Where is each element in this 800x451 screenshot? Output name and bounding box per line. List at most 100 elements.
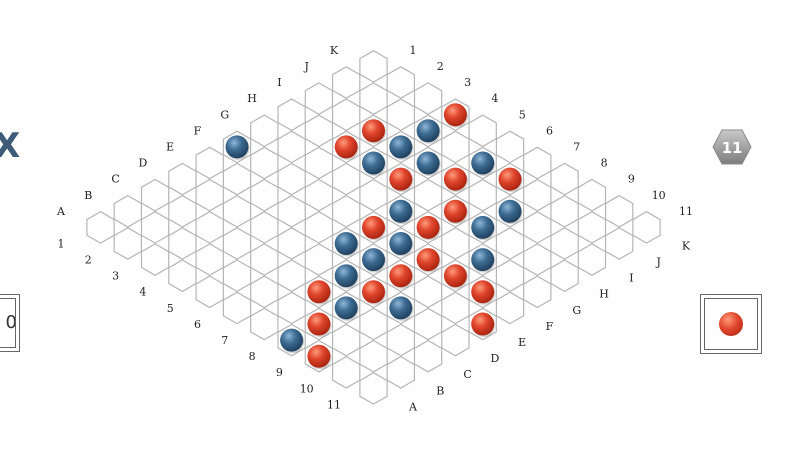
hex-cell-F2[interactable] bbox=[250, 146, 279, 180]
hex-cell-A6[interactable] bbox=[222, 291, 252, 325]
hex-cell-K7[interactable] bbox=[523, 146, 552, 180]
hex-cell-K2[interactable] bbox=[386, 66, 415, 99]
hex-cell-E3[interactable] bbox=[250, 178, 279, 212]
hex-cell-B9[interactable] bbox=[332, 323, 361, 357]
hex-cell-F5[interactable] bbox=[332, 194, 361, 228]
hex-cell-D6[interactable] bbox=[304, 243, 334, 276]
hex-cell-C3[interactable] bbox=[195, 211, 224, 244]
hex-cell-B10[interactable] bbox=[359, 339, 388, 373]
hex-cell-I11[interactable] bbox=[577, 243, 607, 276]
hex-cell-B6[interactable] bbox=[250, 275, 279, 309]
hex-cell-H9[interactable] bbox=[495, 227, 525, 260]
hex-cell-H6[interactable] bbox=[413, 178, 443, 212]
hex-cell-C11[interactable] bbox=[413, 339, 443, 373]
hex-cell-C4[interactable] bbox=[222, 227, 252, 260]
hex-cell-I9[interactable] bbox=[523, 211, 552, 244]
hex-cell-I10[interactable] bbox=[550, 227, 579, 260]
hex-cell-A5[interactable] bbox=[195, 275, 224, 309]
hex-cell-D1[interactable] bbox=[168, 162, 197, 196]
hex-cell-K8[interactable] bbox=[550, 162, 579, 196]
hex-cell-H10[interactable] bbox=[523, 243, 552, 276]
hex-cell-D2[interactable] bbox=[195, 178, 224, 212]
hex-cell-A10[interactable] bbox=[332, 355, 361, 389]
hex-cell-D10[interactable] bbox=[413, 307, 443, 341]
hex-cell-J2[interactable] bbox=[359, 82, 388, 115]
hex-cell-H2[interactable] bbox=[304, 114, 334, 148]
hex-cell-J5[interactable] bbox=[441, 130, 470, 164]
stones bbox=[225, 103, 523, 370]
hex-cell-G3[interactable] bbox=[304, 146, 334, 180]
hex-cell-G10[interactable] bbox=[495, 259, 525, 293]
hex-cell-F11[interactable] bbox=[495, 291, 525, 325]
hex-cell-B2[interactable] bbox=[140, 211, 170, 244]
left-player-panel: 0 bbox=[0, 294, 20, 352]
hex-cell-A7[interactable] bbox=[250, 307, 279, 341]
board-size-label: 11 bbox=[722, 139, 743, 157]
row-label-right: 8 bbox=[601, 157, 608, 170]
hex-cell-J1[interactable] bbox=[332, 66, 361, 99]
hex-cell-I1[interactable] bbox=[304, 82, 334, 115]
hex-cell-H1[interactable] bbox=[277, 98, 306, 132]
hex-cell-C10[interactable] bbox=[386, 323, 415, 357]
hex-cell-J9[interactable] bbox=[550, 194, 579, 228]
hex-cell-G2[interactable] bbox=[277, 130, 306, 164]
red-stone-F6 bbox=[362, 215, 385, 239]
hex-cell-J8[interactable] bbox=[523, 178, 552, 212]
hex-cell-A3[interactable] bbox=[140, 243, 170, 276]
hex-cell-B11[interactable] bbox=[386, 355, 415, 389]
hex-cell-B3[interactable] bbox=[168, 227, 197, 260]
hex-cell-K10[interactable] bbox=[604, 194, 634, 228]
hex-cell-G4[interactable] bbox=[332, 162, 361, 196]
row-label-right: 9 bbox=[628, 173, 635, 186]
hex-cell-K5[interactable] bbox=[468, 114, 497, 148]
hex-cell-C9[interactable] bbox=[359, 307, 388, 341]
hex-cell-J11[interactable] bbox=[604, 227, 634, 260]
hex-cell-I2[interactable] bbox=[332, 98, 361, 132]
column-label-bottom: D bbox=[490, 352, 499, 365]
hex-cell-K9[interactable] bbox=[577, 178, 607, 212]
hex-cell-K6[interactable] bbox=[495, 130, 525, 164]
hex-cell-J10[interactable] bbox=[577, 211, 607, 244]
hex-cell-C2[interactable] bbox=[168, 194, 197, 228]
row-label-right: 6 bbox=[546, 124, 553, 137]
hex-cell-A4[interactable] bbox=[168, 259, 197, 293]
hex-cell-F3[interactable] bbox=[277, 162, 306, 196]
hex-cell-E5[interactable] bbox=[304, 211, 334, 244]
hex-cell-E9[interactable] bbox=[413, 275, 443, 309]
hex-cell-E4[interactable] bbox=[277, 194, 306, 228]
hex-cell-A2[interactable] bbox=[113, 227, 142, 260]
hex-cell-E1[interactable] bbox=[195, 146, 224, 180]
hex-cell-D5[interactable] bbox=[277, 227, 306, 260]
hex-cell-C1[interactable] bbox=[140, 178, 170, 212]
hex-cell-E10[interactable] bbox=[441, 291, 470, 325]
hex-cell-K11[interactable] bbox=[632, 211, 661, 244]
board-size-badge[interactable]: 11 bbox=[711, 128, 753, 166]
hex-cell-D11[interactable] bbox=[441, 323, 470, 357]
hex-cell-K1[interactable] bbox=[359, 50, 388, 83]
column-label-bottom: B bbox=[436, 384, 444, 397]
hex-cell-C5[interactable] bbox=[250, 243, 279, 276]
hex-cell-D4[interactable] bbox=[250, 211, 279, 244]
blue-stone-I4 bbox=[389, 135, 413, 159]
hex-cell-F4[interactable] bbox=[304, 178, 334, 212]
hex-cell-B5[interactable] bbox=[222, 259, 252, 293]
turn-indicator-stone bbox=[719, 312, 743, 336]
hex-cell-G8[interactable] bbox=[441, 227, 470, 260]
hex-cell-H11[interactable] bbox=[550, 259, 579, 293]
row-label-left: 6 bbox=[194, 318, 201, 331]
hex-cell-G11[interactable] bbox=[523, 275, 552, 309]
hex-cell-D3[interactable] bbox=[222, 194, 252, 228]
hex-cell-C6[interactable] bbox=[277, 259, 306, 293]
hex-cell-A1[interactable] bbox=[86, 211, 115, 244]
hex-cell-E2[interactable] bbox=[222, 162, 252, 196]
hex-cell-I7[interactable] bbox=[468, 178, 497, 212]
hex-cell-B1[interactable] bbox=[113, 194, 142, 228]
hex-cell-A11[interactable] bbox=[359, 372, 388, 405]
hex-cell-J3[interactable] bbox=[386, 98, 415, 132]
hex-cell-G1[interactable] bbox=[250, 114, 279, 148]
hex-cell-B4[interactable] bbox=[195, 243, 224, 276]
hex-cell-K3[interactable] bbox=[413, 82, 443, 115]
hex-cell-B7[interactable] bbox=[277, 291, 306, 325]
hex-cell-G5[interactable] bbox=[359, 178, 388, 212]
